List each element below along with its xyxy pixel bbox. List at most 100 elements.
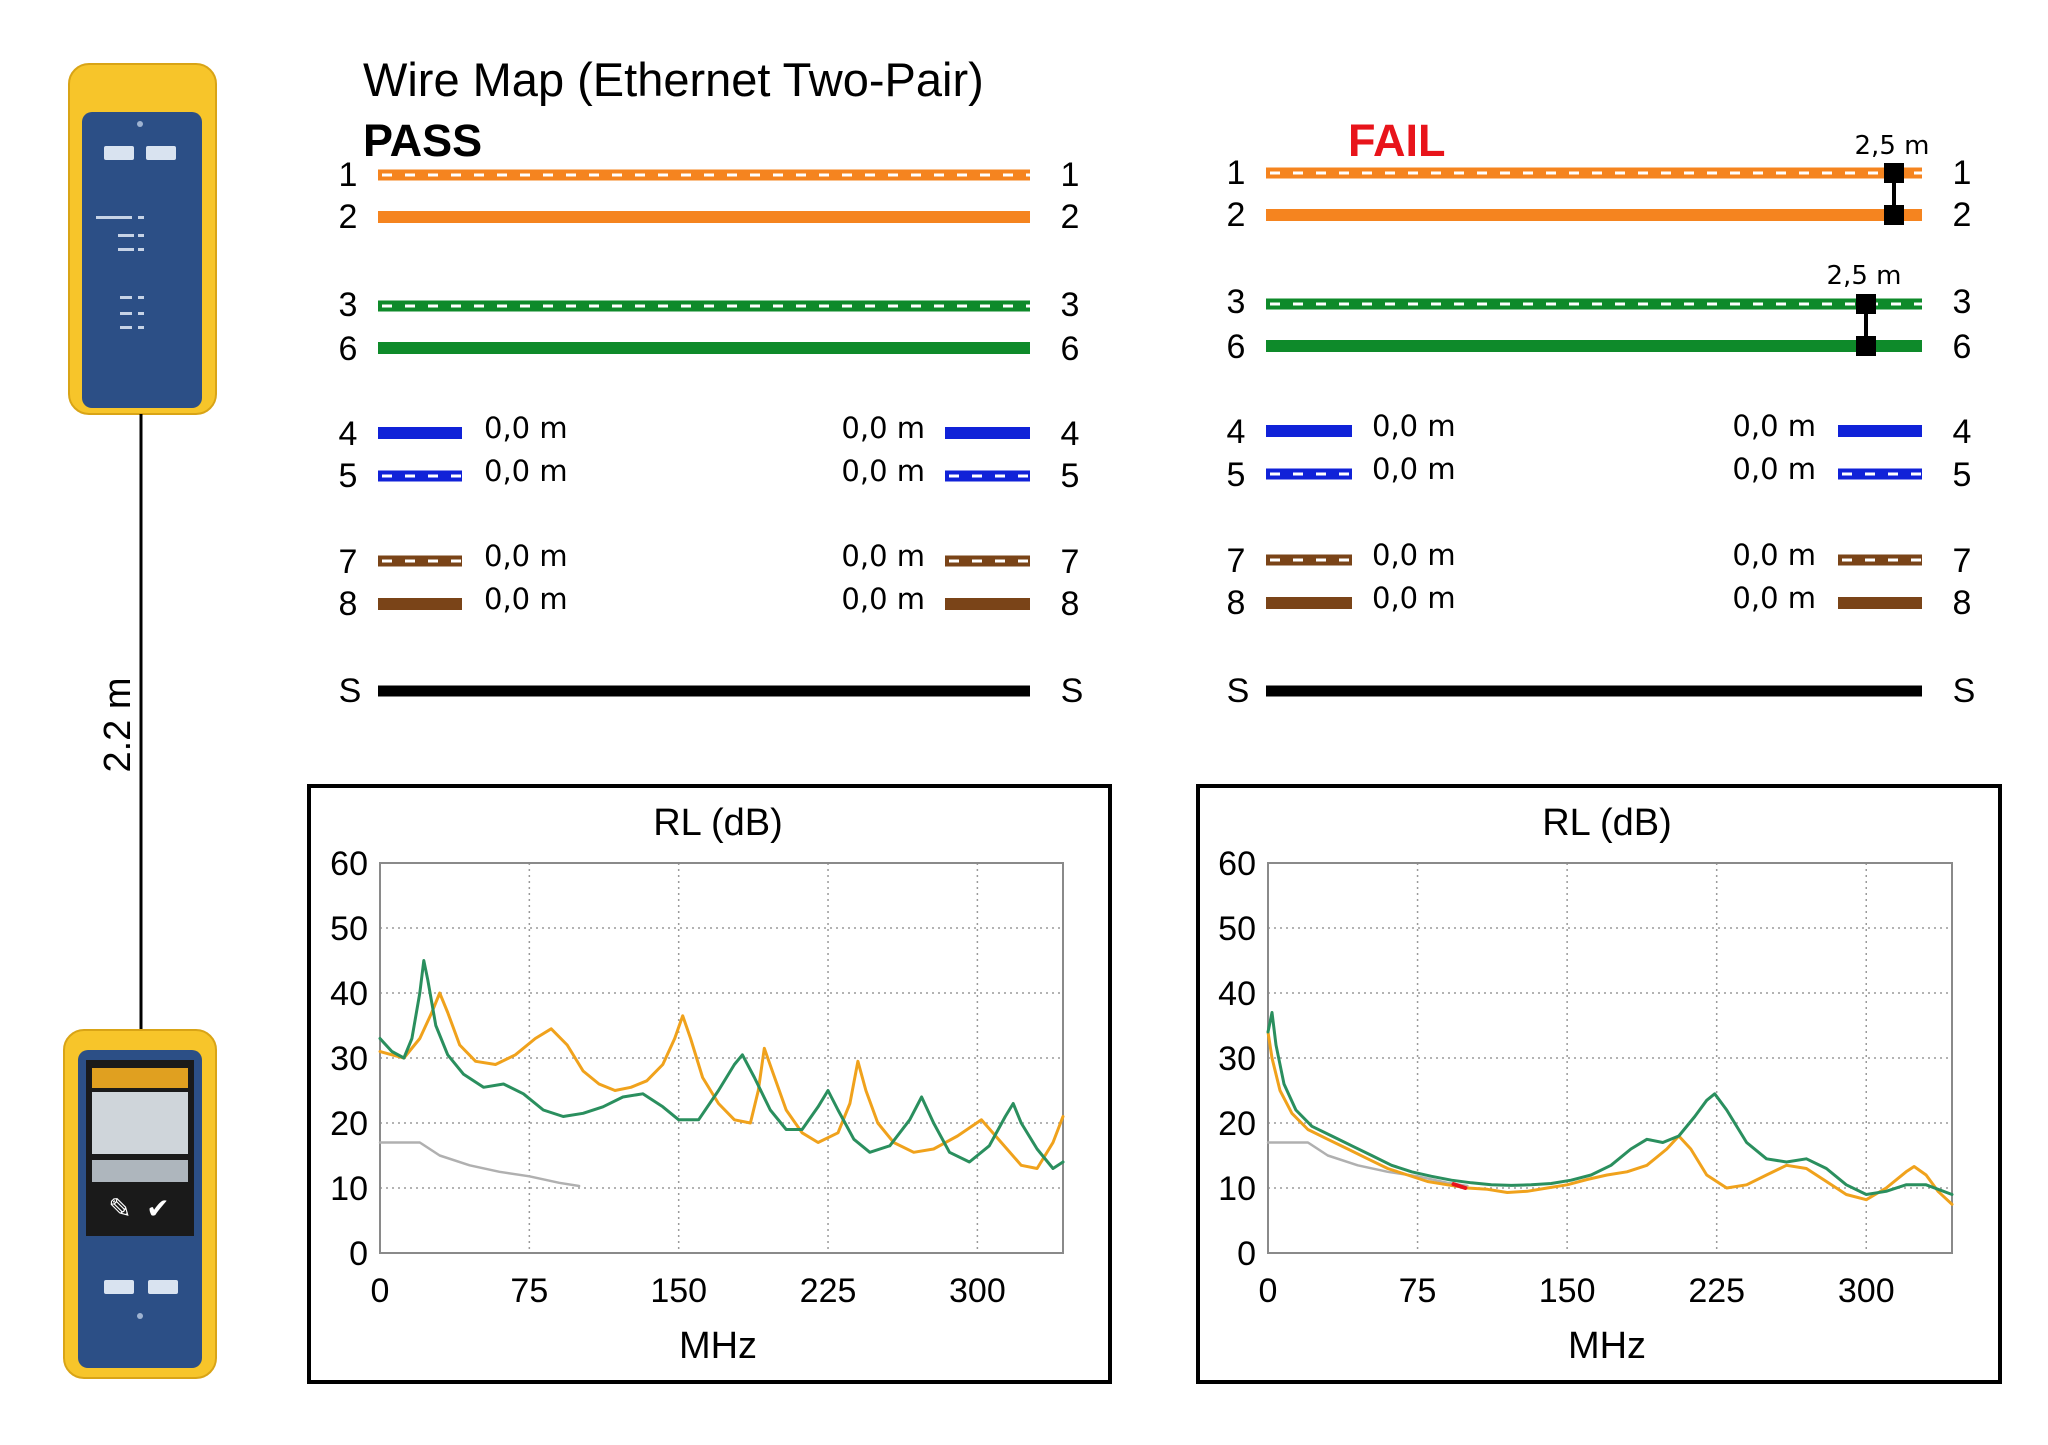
length-label: 0,0 m (1732, 581, 1816, 615)
pin-label: 5 (1061, 457, 1080, 495)
shield-label: S (1227, 672, 1250, 710)
pin-label: 6 (1953, 328, 1972, 366)
plot-area (379, 862, 1064, 1254)
pin-label: 8 (1061, 585, 1080, 623)
fault-length-label: 2,5 m (1855, 131, 1930, 161)
remote-unit-button (104, 146, 134, 160)
wire-pair-7-8: 7 7 8 8 0,0 m 0,0 m 0,0 m 0,0 m (339, 539, 1080, 623)
pin-label: 1 (1061, 156, 1080, 194)
pin-label: 5 (1227, 456, 1246, 494)
pin-label: 2 (1227, 196, 1246, 234)
fault-marker (1884, 205, 1904, 225)
length-label: 0,0 m (841, 411, 925, 445)
length-label: 0,0 m (841, 454, 925, 488)
wire-pair-1-2: 1 1 2 2 2,5 m (1227, 131, 1972, 234)
pin-label: 7 (1227, 542, 1246, 580)
y-tick-label: 10 (1218, 1170, 1256, 1208)
series-pair-orange (378, 991, 1065, 1170)
pin-label: 1 (1953, 154, 1972, 192)
chart-frame-pass (307, 784, 1112, 1384)
length-label: 0,0 m (1732, 409, 1816, 443)
pin-label: 8 (339, 585, 358, 623)
wrench-icon: ✎ (108, 1193, 131, 1224)
wire-shield: S S (1227, 672, 1976, 710)
wire-pair-3-6: 3 3 6 6 2,5 m (1227, 261, 1972, 366)
remote-unit (68, 63, 217, 415)
main-unit-screen-list (92, 1092, 188, 1154)
chart-frame-fail (1196, 784, 2002, 1384)
y-tick-label: 50 (1218, 910, 1256, 948)
shield-label: S (1061, 672, 1084, 710)
pin-label: 5 (1953, 456, 1972, 494)
y-tick-label: 60 (1218, 845, 1256, 883)
chart-title: RL (dB) (1542, 802, 1672, 844)
pin-label: 3 (1953, 283, 1972, 321)
series-pair-green (1266, 1011, 1954, 1196)
main-unit-led (137, 1313, 143, 1319)
rl-chart-fail: RL (dB) MHz 0 10 20 30 40 50 60 0 75 150 225 300 (1218, 802, 1954, 1367)
series-pair-orange (1266, 1030, 1954, 1206)
rl-chart-pass: RL (dB) MHz 0 10 20 30 40 50 60 0 75 150 225 300 (330, 802, 1065, 1367)
pin-label: 5 (339, 457, 358, 495)
y-tick-label: 50 (330, 910, 368, 948)
connection-length: 2.2 m (97, 677, 139, 772)
series-pair-green (378, 959, 1065, 1170)
pin-label: 4 (1227, 413, 1246, 451)
fault-marker (1856, 336, 1876, 356)
wiremap-panel-pass: PASS 1 1 2 2 3 3 6 6 4 4 5 5 (339, 115, 1084, 710)
length-label: 0,0 m (841, 582, 925, 616)
length-label: 0,0 m (841, 539, 925, 573)
pin-label: 4 (1061, 415, 1080, 453)
remote-unit-labels (96, 216, 144, 329)
x-tick-label: 150 (650, 1272, 707, 1310)
x-tick-label: 150 (1539, 1272, 1596, 1310)
main-unit-button (148, 1280, 178, 1294)
remote-unit-button (146, 146, 176, 160)
pin-label: 7 (1953, 542, 1972, 580)
pin-label: 3 (1227, 283, 1246, 321)
pin-label: 2 (1953, 196, 1972, 234)
y-tick-label: 20 (1218, 1105, 1256, 1143)
length-label: 0,0 m (484, 582, 568, 616)
main-unit-screen-header (92, 1068, 188, 1088)
pin-label: 6 (339, 330, 358, 368)
main-unit-button (104, 1280, 134, 1294)
page-title: Wire Map (Ethernet Two-Pair) (363, 53, 984, 106)
pin-label: 8 (1227, 584, 1246, 622)
x-axis-label: MHz (679, 1325, 757, 1367)
fault-marker (1856, 294, 1876, 314)
wire-pair-7-8: 7 7 8 8 0,0 m 0,0 m 0,0 m 0,0 m (1227, 538, 1972, 622)
pin-label: 2 (339, 198, 358, 236)
length-label: 0,0 m (1372, 581, 1456, 615)
series-limit (378, 1141, 581, 1188)
length-label: 0,0 m (1372, 452, 1456, 486)
wire-shield: S S (339, 672, 1084, 710)
fault-length-label: 2,5 m (1827, 261, 1902, 291)
y-tick-label: 10 (330, 1170, 368, 1208)
x-tick-label: 225 (1688, 1272, 1745, 1310)
series-limit (1266, 1141, 1469, 1188)
y-tick-label: 60 (330, 845, 368, 883)
y-tick-label: 40 (330, 975, 368, 1013)
length-label: 0,0 m (1372, 409, 1456, 443)
fault-marker (1884, 163, 1904, 183)
y-tick-label: 30 (330, 1040, 368, 1078)
remote-unit-panel (82, 112, 202, 408)
y-tick-label: 30 (1218, 1040, 1256, 1078)
x-tick-label: 300 (949, 1272, 1006, 1310)
pin-label: 8 (1953, 584, 1972, 622)
y-tick-label: 40 (1218, 975, 1256, 1013)
chart-title: RL (dB) (653, 802, 783, 844)
status-pass: PASS (363, 115, 482, 166)
main-unit: ✎ ✔ (63, 1029, 217, 1379)
main-unit-screen-row (92, 1160, 188, 1182)
length-label: 0,0 m (484, 411, 568, 445)
length-label: 0,0 m (1732, 538, 1816, 572)
wire-pair-4-5: 4 4 5 5 0,0 m 0,0 m 0,0 m 0,0 m (339, 411, 1080, 495)
x-tick-label: 225 (800, 1272, 857, 1310)
length-label: 0,0 m (484, 454, 568, 488)
x-tick-label: 0 (1259, 1272, 1278, 1310)
x-tick-label: 0 (371, 1272, 390, 1310)
pin-label: 6 (1061, 330, 1080, 368)
plot-area (1267, 862, 1953, 1254)
